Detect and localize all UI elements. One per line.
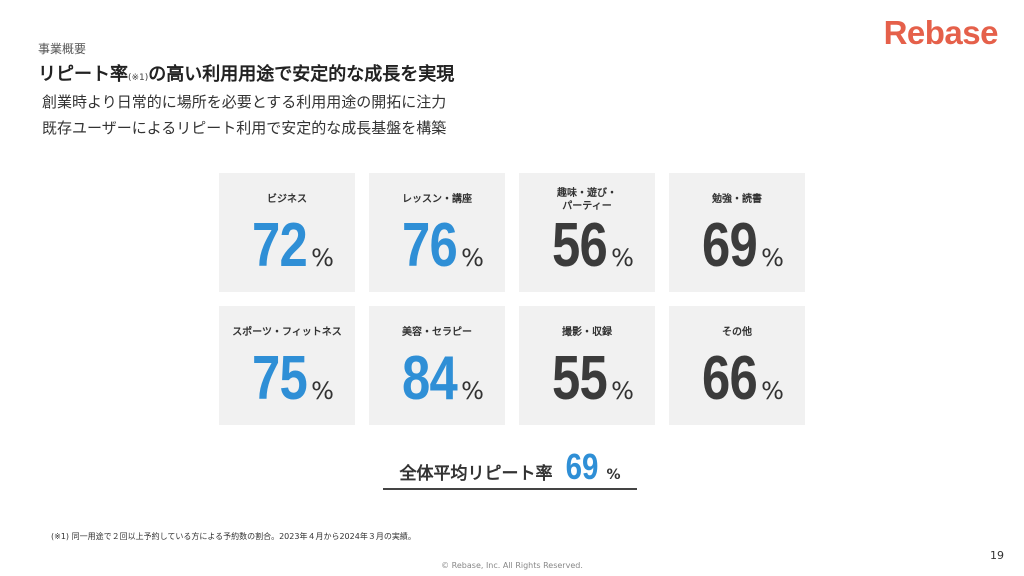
page-number: 19 — [990, 549, 1004, 562]
card-number: 69 — [702, 211, 758, 280]
card-value: 75% — [219, 348, 355, 414]
card-number: 75 — [252, 344, 308, 413]
card-label: その他 — [722, 327, 752, 339]
repeat-rate-grid: ビジネス 72% レッスン・講座 76% 趣味・遊び・ パーティー 56% 勉強・… — [219, 173, 805, 425]
title-main: リピート率 — [38, 64, 128, 85]
card-value: 66% — [669, 348, 805, 414]
card-lesson: レッスン・講座 76% — [369, 173, 505, 292]
card-value: 69% — [669, 215, 805, 281]
card-percent: % — [761, 377, 784, 405]
page-title: リピート率(※1)の高い利用用途で安定的な成長を実現 — [38, 60, 454, 86]
card-value: 84% — [369, 348, 505, 414]
section-label: 事業概要 — [38, 42, 87, 56]
card-study: 勉強・読書 69% — [669, 173, 805, 292]
card-label: スポーツ・フィットネス — [232, 327, 342, 339]
card-business: ビジネス 72% — [219, 173, 355, 292]
card-percent: % — [311, 377, 334, 405]
average-percent: % — [606, 467, 621, 483]
card-number: 76 — [402, 211, 458, 280]
subtitle-line-1: 創業時より日常的に場所を必要とする利用用途の開拓に注力 — [42, 93, 447, 111]
card-percent: % — [461, 244, 484, 272]
card-number: 72 — [252, 211, 308, 280]
title-rest: の高い利用用途で安定的な成長を実現 — [148, 64, 455, 85]
card-value: 55% — [519, 348, 655, 414]
card-label: 撮影・収録 — [562, 327, 612, 339]
average-number: 69 — [566, 446, 599, 487]
card-beauty: 美容・セラピー 84% — [369, 306, 505, 425]
copyright: © Rebase, Inc. All Rights Reserved. — [441, 561, 583, 570]
card-sports: スポーツ・フィットネス 75% — [219, 306, 355, 425]
card-label: レッスン・講座 — [402, 194, 472, 206]
card-percent: % — [611, 377, 634, 405]
card-value: 72% — [219, 215, 355, 281]
card-label: 勉強・読書 — [712, 194, 762, 206]
title-footnote-mark: (※1) — [128, 73, 149, 83]
card-percent: % — [761, 244, 784, 272]
average-label: 全体平均リピート率 — [399, 464, 553, 484]
card-value: 56% — [519, 215, 655, 281]
card-number: 66 — [702, 344, 758, 413]
card-number: 55 — [552, 344, 608, 413]
card-label: ビジネス — [267, 194, 307, 206]
card-percent: % — [461, 377, 484, 405]
subtitle-line-2: 既存ユーザーによるリピート利用で安定的な成長基盤を構築 — [42, 119, 447, 137]
card-percent: % — [611, 244, 634, 272]
card-number: 84 — [402, 344, 458, 413]
rebase-logo: Rebase — [883, 14, 999, 51]
card-label: 美容・セラピー — [402, 327, 472, 339]
card-hobby: 趣味・遊び・ パーティー 56% — [519, 173, 655, 292]
card-percent: % — [311, 244, 334, 272]
card-other: その他 66% — [669, 306, 805, 425]
average-repeat-rate: 全体平均リピート率 69 % — [383, 446, 637, 490]
card-value: 76% — [369, 215, 505, 281]
card-filming: 撮影・収録 55% — [519, 306, 655, 425]
card-number: 56 — [552, 211, 608, 280]
card-label: 趣味・遊び・ パーティー — [557, 187, 617, 213]
footnote: (※1) 同一用途で２回以上予約している方による予約数の割合。2023年４月から… — [51, 532, 416, 541]
